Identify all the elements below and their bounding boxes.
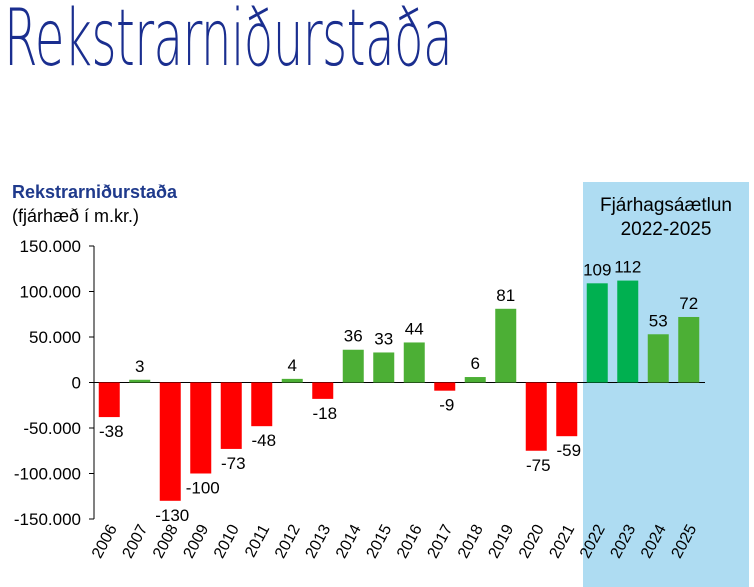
forecast-label-line2: 2022-2025 — [620, 219, 712, 240]
bar — [434, 382, 456, 391]
data-label: 6 — [471, 354, 480, 373]
bar — [403, 342, 425, 383]
chart-title: Rekstrarniðurstaða — [12, 182, 178, 202]
forecast-band — [583, 182, 749, 587]
data-label: -73 — [221, 454, 246, 473]
data-label: -130 — [155, 506, 189, 525]
y-tick-label: -50.000 — [23, 419, 81, 438]
data-label: 36 — [344, 327, 363, 346]
y-tick-label: -150.000 — [14, 510, 81, 529]
data-label: 112 — [614, 258, 641, 277]
bar — [586, 283, 608, 383]
x-tick-label: 2011 — [242, 522, 273, 560]
bar — [281, 378, 303, 383]
y-tick-label: -100.000 — [14, 465, 81, 484]
bar — [495, 308, 517, 383]
data-label: -59 — [556, 441, 581, 460]
chart-subtitle: (fjárhæð í m.kr.) — [12, 206, 140, 226]
x-tick-label: 2020 — [516, 522, 548, 561]
bar — [647, 334, 669, 383]
bar — [159, 382, 181, 501]
data-label: -75 — [526, 456, 551, 475]
bar — [190, 382, 212, 474]
bar — [220, 382, 242, 449]
data-label: 44 — [405, 319, 424, 338]
x-tick-label: 2006 — [89, 522, 121, 561]
bar — [678, 316, 700, 383]
x-tick-label: 2012 — [272, 522, 304, 561]
data-label: 72 — [679, 294, 698, 313]
data-label: -9 — [439, 396, 454, 415]
data-label: 33 — [374, 329, 393, 348]
x-tick-label: 2007 — [120, 522, 152, 561]
data-label: -18 — [312, 404, 337, 423]
bar — [464, 377, 486, 383]
x-tick-label: 2019 — [486, 522, 518, 561]
bar — [342, 349, 364, 383]
x-tick-label: 2017 — [425, 522, 457, 561]
x-tick-label: 2013 — [303, 522, 335, 561]
y-tick-label: 100.000 — [20, 283, 81, 302]
x-tick-label: 2010 — [211, 522, 243, 561]
data-label: 109 — [583, 260, 611, 279]
y-tick-label: 150.000 — [20, 237, 81, 256]
data-label: -100 — [186, 479, 220, 498]
data-label: -48 — [251, 431, 276, 450]
bar — [525, 382, 547, 451]
x-tick-label: 2014 — [333, 522, 365, 561]
bar — [617, 280, 639, 383]
bar — [251, 382, 273, 427]
bar — [373, 352, 395, 383]
data-label: -38 — [99, 422, 124, 441]
data-label: 4 — [288, 356, 297, 375]
bar — [129, 379, 151, 383]
forecast-label-line1: Fjárhagsáætlun — [599, 195, 733, 216]
bar — [556, 382, 578, 437]
data-label: 53 — [649, 311, 668, 330]
data-label: 3 — [135, 357, 144, 376]
bar — [98, 382, 120, 418]
page-title: Rekstrarniðurstaða — [4, 0, 453, 84]
x-tick-label: 2021 — [547, 522, 579, 561]
data-label: 81 — [496, 286, 515, 305]
x-tick-label: 2016 — [394, 522, 426, 561]
y-tick-label: 50.000 — [29, 328, 81, 347]
y-tick-label: 0 — [72, 374, 81, 393]
x-tick-label: 2015 — [364, 522, 396, 561]
x-tick-label: 2018 — [455, 522, 487, 561]
x-tick-label: 2008 — [150, 522, 182, 561]
bar — [312, 382, 334, 399]
x-tick-label: 2009 — [181, 522, 213, 561]
